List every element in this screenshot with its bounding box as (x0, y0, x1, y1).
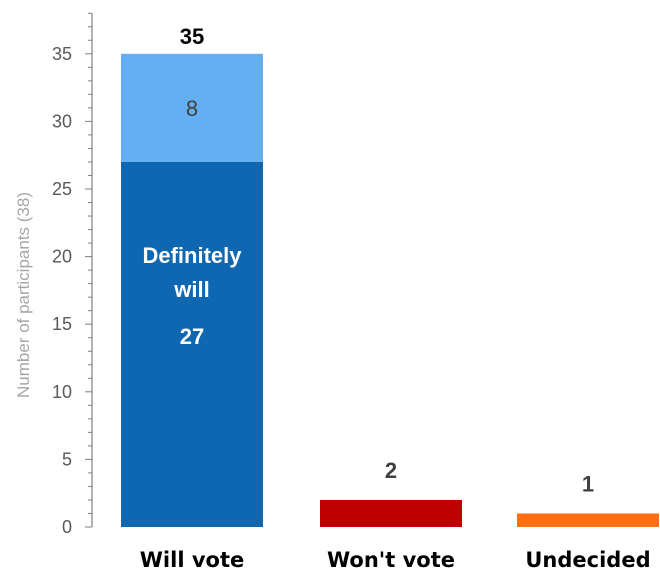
y-tick-label: 35 (52, 44, 72, 64)
y-axis: 0 5 10 15 20 25 30 35 (52, 12, 93, 537)
segment-category-label: will (173, 277, 209, 302)
y-axis-title: Number of participants (38) (14, 192, 33, 398)
y-tick-label: 25 (52, 179, 72, 199)
bar-segment (121, 161, 263, 527)
x-category-label: Undecided (525, 548, 650, 572)
segment-category-label: Definitely (142, 243, 242, 268)
y-tick-label: 15 (52, 314, 72, 334)
y-tick-label: 30 (52, 111, 72, 131)
bar-segment (320, 499, 462, 527)
segment-value-label: 27 (180, 324, 204, 349)
y-tick-label: 20 (52, 247, 72, 267)
x-category-label: Won't vote (327, 548, 455, 572)
bars (121, 53, 659, 527)
bar-segment (121, 53, 263, 162)
data-labels: Definitely will 27 8 35 2 1 (142, 24, 594, 497)
bar-total-label: 2 (385, 458, 397, 483)
segment-value-label: 8 (186, 96, 198, 121)
y-tick-label: 0 (62, 517, 72, 537)
bar-total-label: 35 (180, 24, 204, 49)
bar-segment (517, 513, 659, 527)
y-tick-label: 10 (52, 382, 72, 402)
bar-total-label: 1 (582, 471, 594, 496)
x-axis-categories: Will vote Won't vote Undecided (140, 548, 651, 572)
y-tick-label: 5 (62, 449, 72, 469)
x-category-label: Will vote (140, 548, 244, 572)
